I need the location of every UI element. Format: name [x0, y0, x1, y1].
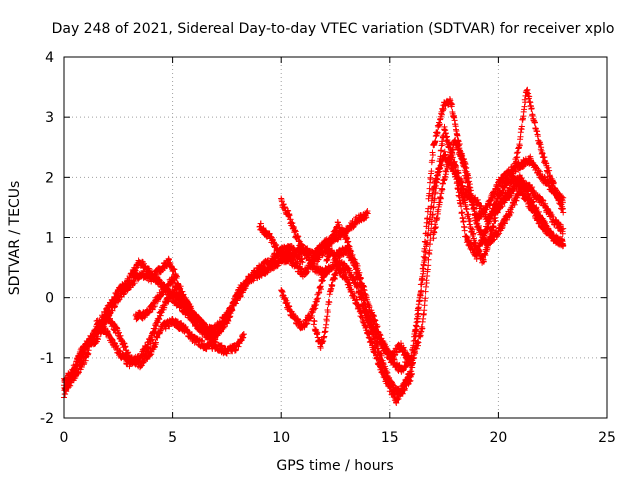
- data-points: [61, 86, 567, 406]
- point-markers: [61, 86, 567, 406]
- x-axis-label: GPS time / hours: [276, 458, 393, 474]
- y-tick-label: 3: [45, 110, 54, 126]
- x-tick-label: 5: [168, 430, 177, 446]
- x-tick-label: 0: [60, 430, 69, 446]
- y-tick-label: 1: [45, 231, 54, 247]
- y-axis-label: SDTVAR / TECUs: [7, 181, 23, 296]
- x-tick-label: 10: [272, 430, 290, 446]
- x-tick-label: 15: [381, 430, 399, 446]
- x-tick-label: 20: [489, 430, 507, 446]
- x-tick-label: 25: [598, 430, 616, 446]
- y-tick-label: 0: [45, 291, 54, 307]
- y-tick-label: 4: [45, 50, 54, 66]
- y-tick-label: 2: [45, 170, 54, 186]
- chart-title: Day 248 of 2021, Sidereal Day-to-day VTE…: [52, 21, 615, 37]
- y-tick-label: -1: [40, 351, 54, 367]
- axis-ticks: 0 5 10 15 20 25 -2 -1 0 1 2 3 4: [40, 50, 616, 446]
- y-tick-label: -2: [40, 411, 54, 427]
